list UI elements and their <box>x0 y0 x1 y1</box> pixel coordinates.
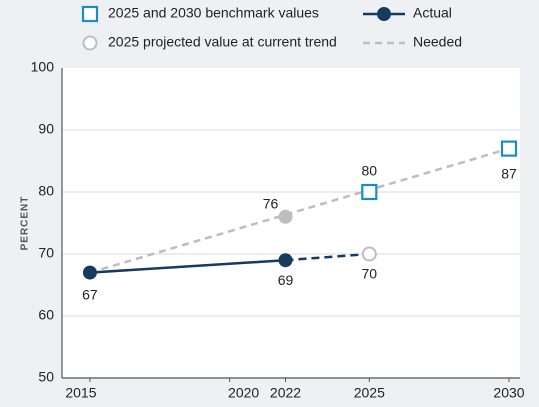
data-label: 76 <box>263 196 279 212</box>
x-tick-label: 2025 <box>354 385 385 401</box>
series-line <box>285 252 370 262</box>
data-label: 70 <box>362 266 378 282</box>
legend-marker <box>377 7 391 21</box>
plot-area <box>62 68 520 378</box>
legend-label: 2025 projected value at current trend <box>108 34 337 50</box>
y-tick-label: 70 <box>38 245 54 261</box>
x-tick-label: 2022 <box>270 385 301 401</box>
x-tick-label: 2030 <box>493 385 524 401</box>
legend-marker <box>81 5 99 23</box>
y-tick-label: 100 <box>31 59 55 75</box>
legend-marker <box>82 35 98 51</box>
data-label: 87 <box>501 165 517 181</box>
y-tick-label: 60 <box>38 307 54 323</box>
y-tick-label: 90 <box>38 121 54 137</box>
legend-label: Actual <box>413 5 452 21</box>
point <box>278 209 293 224</box>
point <box>361 183 378 201</box>
point <box>361 246 377 262</box>
y-axis-label: PERCENT <box>20 196 31 251</box>
point <box>82 265 97 280</box>
data-label: 69 <box>278 272 294 288</box>
series-line <box>89 258 286 274</box>
y-tick-label: 80 <box>38 183 54 199</box>
legend-label: Needed <box>413 34 462 50</box>
point <box>500 140 518 157</box>
legend-label: 2025 and 2030 benchmark values <box>108 5 319 21</box>
series-line <box>89 147 510 274</box>
data-label: 80 <box>362 163 378 179</box>
data-label: 67 <box>82 286 98 302</box>
y-tick-label: 50 <box>38 369 54 385</box>
x-tick-label: 2015 <box>65 385 96 401</box>
x-tick-label: 2020 <box>228 385 259 401</box>
point <box>278 253 293 268</box>
